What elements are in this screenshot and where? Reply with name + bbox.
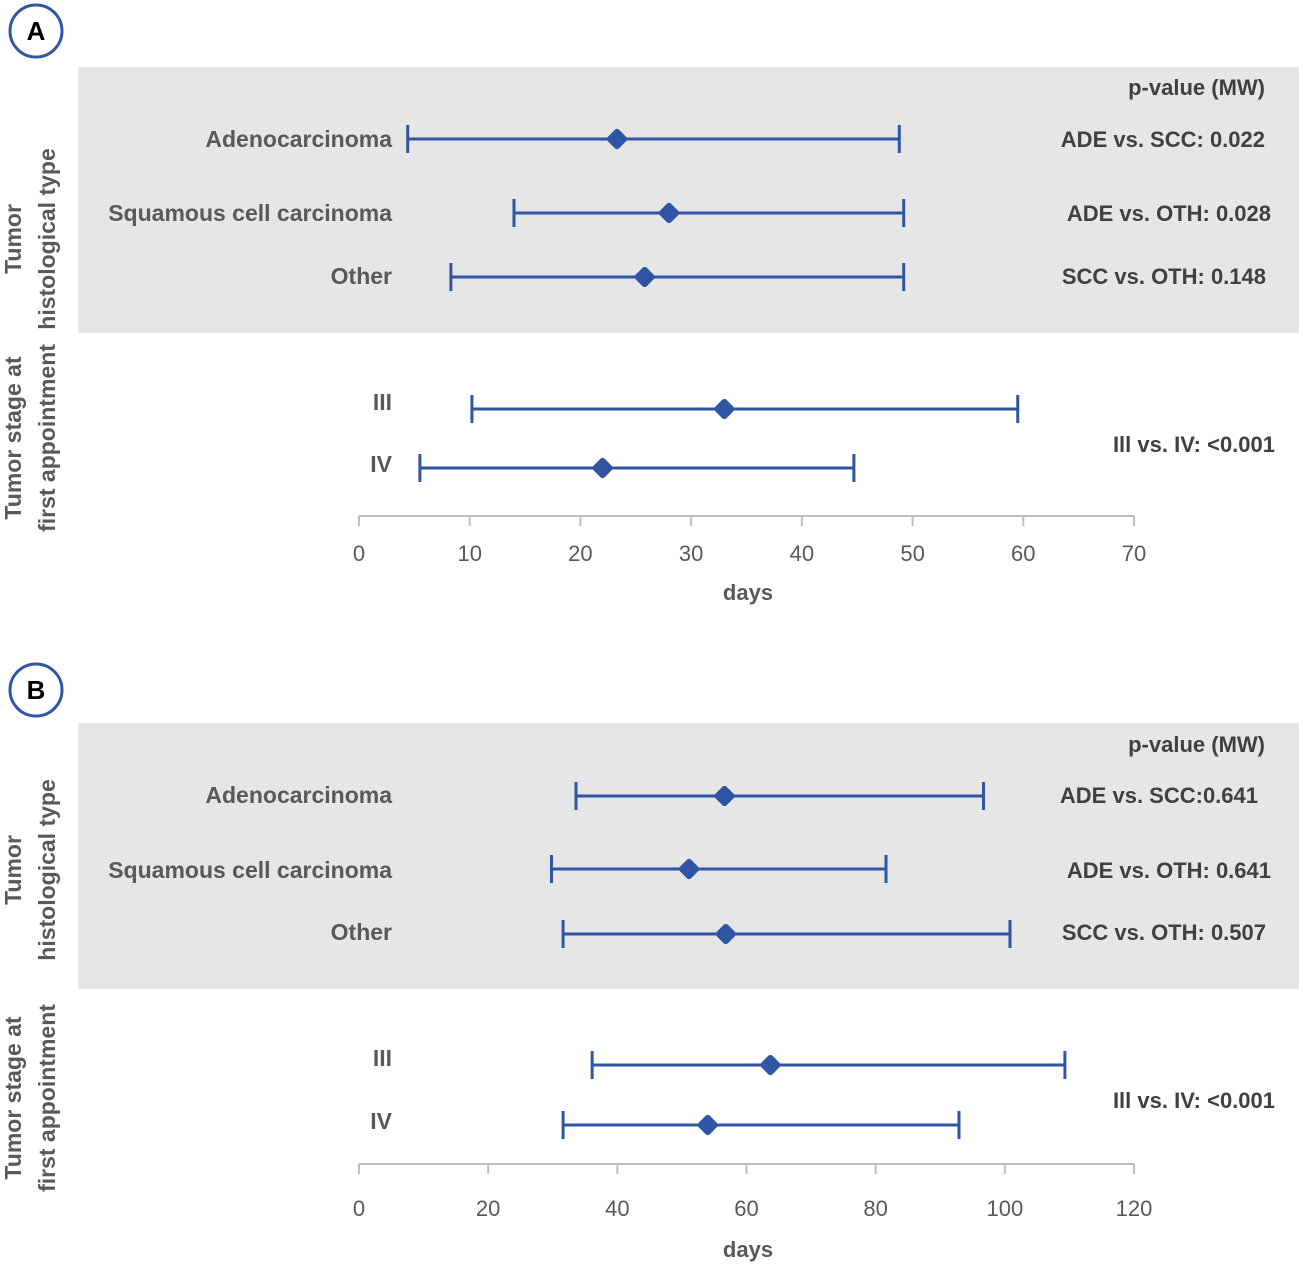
median-marker [634, 266, 655, 288]
panel-b: B Tumor histological type Adenocarcinoma Squ… [0, 662, 1299, 1262]
group-title-line: Tumor stage at [0, 1016, 26, 1179]
interval-row: III [373, 389, 1020, 423]
pvalue-text: Ill vs. IV: <0.001 [1113, 432, 1275, 457]
group-title-line: Tumor [0, 835, 26, 905]
category-label: Squamous cell carcinoma [108, 200, 392, 226]
x-tick-label: 0 [353, 1196, 365, 1221]
category-label: IV [370, 1108, 392, 1134]
interval-row: Squamous cell carcinoma [108, 855, 888, 883]
group-band [78, 723, 1299, 989]
group-title: Tumor stage at first appointment [0, 1004, 60, 1192]
x-tick-label: 100 [986, 1196, 1023, 1221]
x-tick-label: 10 [457, 541, 481, 566]
category-label: IV [370, 451, 392, 477]
median-marker [658, 202, 680, 224]
x-tick-label: 60 [734, 1196, 758, 1221]
category-label: Other [331, 919, 392, 945]
x-axis: 0 10 20 30 40 50 60 70 days [353, 515, 1146, 605]
interval-row: III [373, 1045, 1067, 1079]
x-axis-title: days [723, 580, 773, 605]
panel-label: B [27, 675, 46, 705]
x-tick-label: 50 [900, 541, 924, 566]
pvalue-text: ADE vs. OTH: 0.641 [1067, 858, 1271, 883]
panel-label: A [27, 16, 46, 46]
pvalue-text: Ill vs. IV: <0.001 [1113, 1088, 1275, 1113]
interval-row: Adenocarcinoma [205, 782, 986, 810]
category-label: III [373, 1045, 392, 1071]
median-marker [714, 398, 735, 420]
x-axis-title: days [723, 1237, 773, 1262]
category-label: Other [331, 263, 392, 289]
group-title-line: Tumor stage at [0, 356, 26, 519]
interval-row: Squamous cell carcinoma [108, 199, 906, 227]
x-tick-label: 70 [1122, 541, 1146, 566]
interval-row: Other [331, 919, 1012, 948]
group-title-line: first appointment [34, 1004, 60, 1192]
median-marker [715, 923, 736, 945]
x-tick-label: 40 [790, 541, 814, 566]
category-label: III [373, 389, 392, 415]
group-0: Tumor histological type Adenocarcinoma Squa… [0, 67, 1299, 333]
group-title-line: histological type [34, 148, 60, 329]
pvalue-text: ADE vs. OTH: 0.028 [1067, 201, 1271, 226]
group-title: Tumor histological type [0, 148, 60, 329]
group-band [78, 67, 1299, 333]
group-title-line: histological type [34, 779, 60, 960]
x-tick-label: 60 [1011, 541, 1035, 566]
median-marker [678, 858, 700, 880]
x-tick-label: 20 [476, 1196, 500, 1221]
group-1: Tumor stage at first appointment III IV Ill … [0, 344, 1275, 532]
panel-label-circle [8, 662, 64, 718]
pvalue-text: ADE vs. SCC: 0.022 [1061, 127, 1265, 152]
x-tick-label: 0 [353, 541, 365, 566]
pvalue-text: SCC vs. OTH: 0.507 [1062, 920, 1266, 945]
median-marker [760, 1054, 781, 1076]
group-1: Tumor stage at first appointment III IV Ill … [0, 1004, 1275, 1192]
x-tick-label: 40 [605, 1196, 629, 1221]
x-tick-label: 80 [863, 1196, 887, 1221]
x-tick-label: 120 [1116, 1196, 1153, 1221]
pvalue-text: SCC vs. OTH: 0.148 [1062, 264, 1266, 289]
x-tick-label: 20 [568, 541, 592, 566]
group-title-line: first appointment [34, 344, 60, 532]
median-marker [697, 1114, 718, 1136]
category-label: Adenocarcinoma [205, 782, 392, 808]
group-title-line: Tumor [0, 204, 26, 274]
interval-row: Other [331, 263, 906, 291]
group-title: Tumor stage at first appointment [0, 344, 60, 532]
panel-a: A Tumor histological type Adenocarcinoma Squ… [0, 3, 1299, 605]
x-axis: 0 20 40 60 80 100 120 days [353, 1163, 1153, 1262]
pvalue-header: p-value (MW) [1128, 732, 1265, 757]
x-tick-label: 30 [679, 541, 703, 566]
median-marker [714, 785, 735, 807]
panel-label-circle [8, 3, 64, 59]
pvalue-text: ADE vs. SCC:0.641 [1060, 783, 1258, 808]
interval-row: Adenocarcinoma [205, 125, 901, 153]
category-label: Squamous cell carcinoma [108, 857, 392, 883]
pvalue-header: p-value (MW) [1128, 75, 1265, 100]
category-label: Adenocarcinoma [205, 126, 392, 152]
median-marker [606, 128, 628, 150]
interval-row: IV [370, 1108, 961, 1139]
group-title: Tumor histological type [0, 779, 60, 960]
interval-row: IV [370, 451, 856, 482]
median-marker [592, 457, 613, 479]
group-0: Tumor histological type Adenocarcinoma Squa… [0, 723, 1299, 989]
